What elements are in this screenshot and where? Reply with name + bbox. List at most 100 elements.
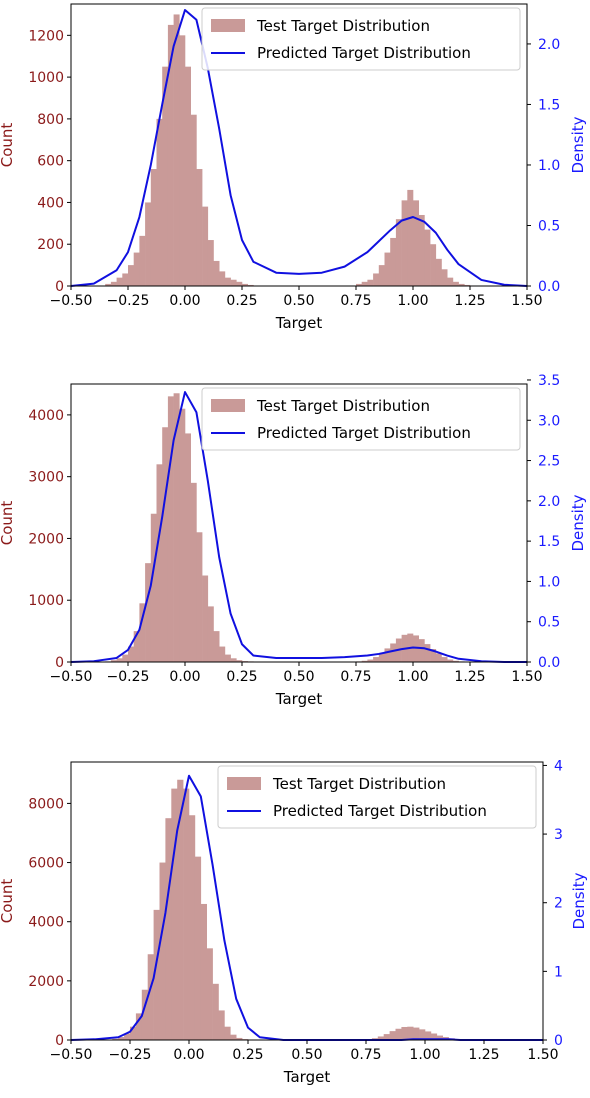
histogram-bar — [179, 35, 185, 286]
y-right-tick-label: 2.5 — [538, 454, 560, 470]
y-right-tick-label: 1.0 — [538, 158, 560, 174]
histogram-bar — [225, 655, 231, 662]
histogram-bar — [419, 215, 425, 286]
y-left-tick-label: 400 — [37, 195, 64, 211]
y-right-tick-label: 1.0 — [538, 574, 560, 590]
histogram-bar — [442, 657, 448, 662]
y-left-tick-label: 2000 — [28, 531, 64, 547]
x-axis-label: Target — [275, 314, 323, 332]
histogram-bar — [436, 653, 442, 662]
y-right-tick-label: 4 — [554, 758, 563, 774]
x-tick-label: 0.50 — [283, 669, 314, 685]
y-left-tick-label: 0 — [55, 655, 64, 671]
histogram-bar — [385, 648, 391, 662]
y-left-axis-label: Count — [0, 123, 16, 168]
histogram-bar — [214, 631, 220, 662]
x-tick-label: 0.25 — [226, 293, 257, 309]
histogram-bar — [413, 1028, 419, 1040]
histogram-bar — [373, 273, 379, 286]
x-tick-label: −0.25 — [107, 293, 150, 309]
x-tick-label: 1.25 — [454, 293, 485, 309]
histogram-bar — [191, 115, 197, 286]
histogram-bar — [145, 202, 151, 286]
x-tick-label: 0.25 — [232, 1047, 263, 1063]
legend-swatch-histogram — [211, 399, 245, 412]
histogram-bar — [162, 427, 168, 662]
histogram-bar — [231, 658, 237, 662]
y-left-axis-label: Count — [0, 501, 16, 546]
y-left-tick-label: 0 — [55, 1033, 64, 1049]
histogram-bar — [117, 278, 123, 286]
histogram-bar — [362, 282, 368, 286]
legend-label-density: Predicted Target Distribution — [273, 802, 487, 820]
histogram-bar — [413, 200, 419, 286]
histogram-bar — [453, 282, 459, 286]
x-tick-label: 0.00 — [173, 1047, 204, 1063]
y-left-tick-label: 200 — [37, 237, 64, 253]
histogram-bar — [419, 639, 425, 662]
x-tick-label: −0.50 — [50, 1047, 93, 1063]
y-left-tick-label: 1000 — [28, 593, 64, 609]
histogram-bar — [430, 244, 436, 286]
histogram-bar — [157, 464, 163, 662]
histogram-bar — [151, 169, 157, 286]
legend-label-density: Predicted Target Distribution — [257, 424, 471, 442]
histogram-bar — [230, 1035, 236, 1040]
histogram-bar — [185, 67, 191, 286]
histogram-bar — [202, 207, 208, 286]
x-tick-label: 0.75 — [340, 293, 371, 309]
histogram-bar — [367, 280, 373, 286]
histogram-bar — [236, 282, 242, 286]
histogram-bar — [225, 278, 231, 286]
histogram-bar — [231, 280, 237, 286]
legend-swatch-histogram — [211, 19, 245, 32]
x-tick-label: 0.50 — [291, 1047, 322, 1063]
histogram-bar — [201, 904, 207, 1040]
y-right-tick-label: 0.0 — [538, 655, 560, 671]
x-tick-label: 1.25 — [468, 1047, 499, 1063]
x-tick-label: 1.50 — [511, 669, 542, 685]
x-tick-label: 0.25 — [226, 669, 257, 685]
histogram-bar — [407, 190, 413, 286]
histogram-bar — [407, 1027, 413, 1040]
histogram-bar — [379, 265, 385, 286]
histogram-bar — [117, 658, 123, 662]
y-left-tick-label: 8000 — [28, 796, 64, 812]
y-right-axis-label: Density — [569, 494, 587, 551]
x-axis-label: Target — [283, 1068, 331, 1086]
histogram-bar — [396, 1029, 402, 1040]
histogram-bar — [179, 409, 185, 662]
legend-label-histogram: Test Target Distribution — [256, 397, 430, 415]
legend-label-density: Predicted Target Distribution — [257, 44, 471, 62]
y-left-tick-label: 1200 — [28, 28, 64, 44]
x-axis-label: Target — [275, 690, 323, 708]
histogram-bar — [128, 265, 134, 286]
histogram-bar — [202, 576, 208, 662]
x-tick-label: −0.50 — [50, 669, 93, 685]
y-right-tick-label: 1 — [554, 964, 563, 980]
histogram-bar — [442, 269, 448, 286]
y-right-tick-label: 2.0 — [538, 37, 560, 53]
x-tick-label: 0.00 — [169, 293, 200, 309]
legend: Test Target Distribution Predicted Target… — [202, 388, 520, 450]
y-left-axis-label: Count — [0, 879, 16, 924]
histogram-bar — [402, 200, 408, 286]
histogram-bar — [373, 657, 379, 662]
histogram-bar — [213, 984, 219, 1040]
x-tick-label: 0.75 — [350, 1047, 381, 1063]
y-right-tick-label: 2 — [554, 896, 563, 912]
histogram-bar — [219, 271, 225, 286]
histogram-bar — [401, 1027, 407, 1040]
x-tick-label: −0.25 — [109, 1047, 152, 1063]
histogram-bar — [436, 259, 442, 286]
y-left-tick-label: 2000 — [28, 974, 64, 990]
legend-label-histogram: Test Target Distribution — [272, 775, 446, 793]
y-left-tick-label: 800 — [37, 112, 64, 128]
histogram-bar — [424, 230, 430, 286]
y-left-tick-label: 600 — [37, 154, 64, 170]
histogram-bar — [424, 644, 430, 662]
